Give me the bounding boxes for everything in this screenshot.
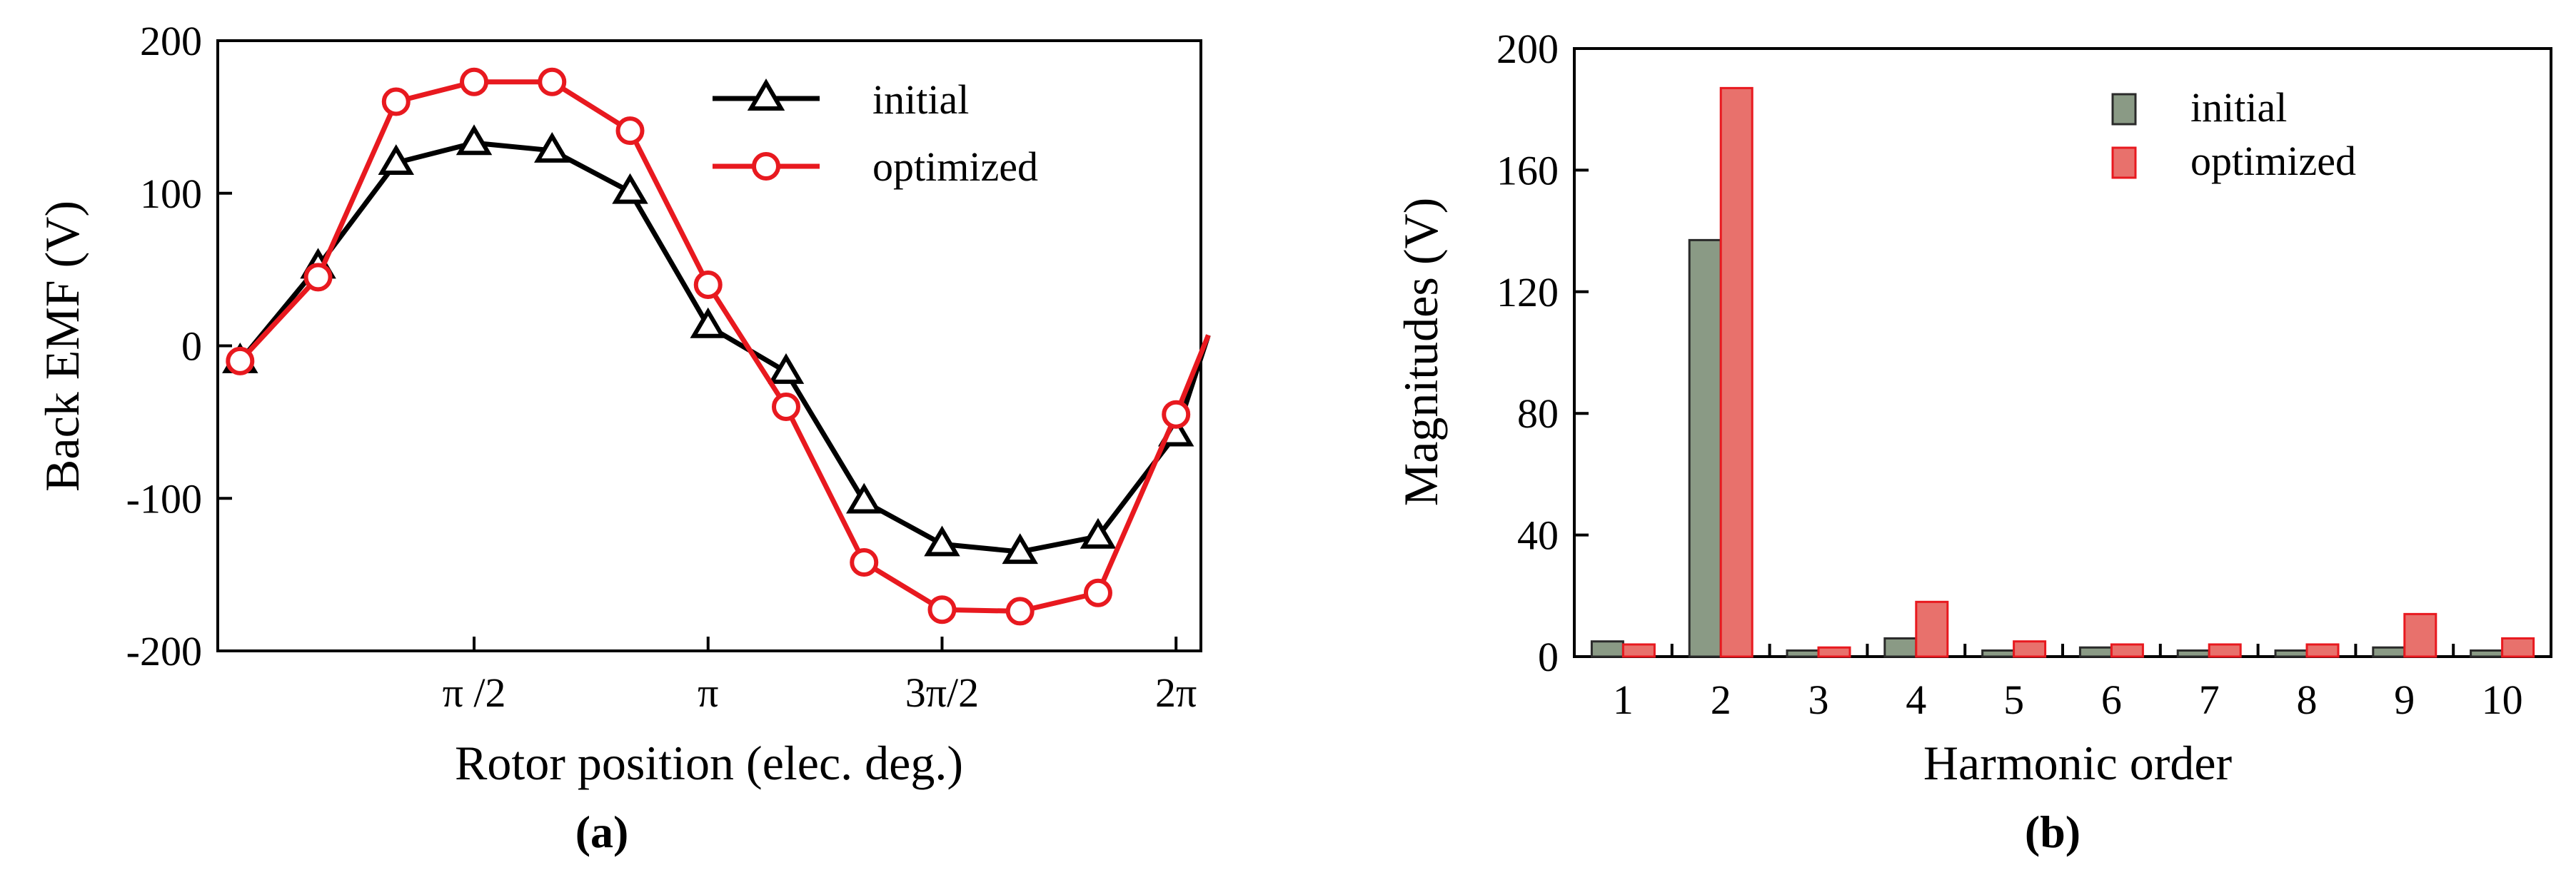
bar-initial-3 xyxy=(1786,649,1820,658)
bar-optimized-7 xyxy=(2208,643,2242,658)
bar-initial-6 xyxy=(2078,646,2113,658)
legend-initial-marker xyxy=(747,79,785,111)
y-tick-label: 200 xyxy=(140,18,202,64)
data-point-initial xyxy=(924,525,960,557)
legend-optimized-swatch xyxy=(2111,146,2137,179)
x-tick-label: 8 xyxy=(2297,677,2318,723)
panel-b-x-ticks: 1 2 3 4 5 6 7 8 9 10 xyxy=(1613,644,2523,723)
y-tick-label: 160 xyxy=(1496,147,1559,193)
panel-b-y-axis-label: Magnitudes (V) xyxy=(1394,198,1448,506)
bar-initial-4 xyxy=(1883,637,1918,658)
x-tick-label: π /2 xyxy=(443,669,506,716)
data-point-optimized xyxy=(1162,400,1191,429)
bar-optimized-8 xyxy=(2305,643,2340,658)
panel-b-label: (b) xyxy=(2025,806,2081,857)
legend-optimized-marker xyxy=(752,152,780,181)
x-tick-label: 2 xyxy=(1711,677,1731,723)
data-point-initial xyxy=(456,124,493,156)
legend-initial-label: initial xyxy=(2190,84,2287,131)
x-tick-label: 5 xyxy=(2003,677,2024,723)
y-tick-label: -200 xyxy=(126,628,202,674)
bar-initial-7 xyxy=(2176,649,2210,658)
panel-b-x-axis-label: Harmonic order xyxy=(1923,736,2233,790)
bar-initial-1 xyxy=(1590,640,1624,658)
panel-a-x-ticks: π /2 π 3π/2 2π xyxy=(443,637,1197,716)
data-point-optimized xyxy=(538,67,567,96)
x-tick-label: 4 xyxy=(1906,677,1926,723)
bar-optimized-3 xyxy=(1817,646,1851,658)
bar-optimized-10 xyxy=(2501,637,2535,658)
x-tick-label: 7 xyxy=(2199,677,2220,723)
data-point-optimized xyxy=(303,263,333,292)
panel-a-line-chart: -200 -100 0 100 200 π /2 π 3π/2 2π initial opti… xyxy=(35,18,1211,857)
legend-initial-label: initial xyxy=(872,76,969,123)
y-tick-label: 120 xyxy=(1496,269,1559,315)
bar-optimized-4 xyxy=(1915,600,1949,658)
data-point-optimized xyxy=(226,346,255,375)
bar-optimized-6 xyxy=(2110,643,2144,658)
y-tick-label: 0 xyxy=(181,323,202,370)
series-line-initial xyxy=(238,140,1211,555)
legend-optimized-label: optimized xyxy=(872,143,1038,190)
bar-initial-10 xyxy=(2470,649,2504,658)
data-point-optimized xyxy=(1083,578,1112,607)
bar-optimized-9 xyxy=(2403,612,2437,658)
legend-optimized-label: optimized xyxy=(2190,138,2356,184)
bar-optimized-1 xyxy=(1621,643,1656,658)
panel-b-bars xyxy=(1590,86,2535,658)
y-tick-label: 80 xyxy=(1517,390,1559,437)
panel-b-legend: initial optimized xyxy=(2111,84,2356,184)
data-point-optimized xyxy=(615,116,645,146)
data-point-optimized xyxy=(381,87,411,116)
bar-initial-5 xyxy=(1981,649,2016,658)
x-tick-label: 6 xyxy=(2101,677,2122,723)
data-point-initial xyxy=(378,144,415,175)
panel-b-bar-chart: 0 40 80 120 160 200 1 2 3 4 5 6 7 8 9 10 initial optim… xyxy=(1394,26,2552,857)
y-tick-label: 100 xyxy=(140,171,202,217)
data-point-initial xyxy=(1080,517,1117,549)
data-point-optimized xyxy=(771,393,800,421)
data-point-optimized xyxy=(850,548,879,577)
x-tick-label: 2π xyxy=(1155,669,1197,716)
x-tick-label: 10 xyxy=(2482,677,2523,723)
x-tick-label: 1 xyxy=(1613,677,1634,723)
x-tick-label: 3π/2 xyxy=(905,669,979,716)
bar-initial-8 xyxy=(2274,649,2308,658)
data-point-optimized xyxy=(693,270,723,299)
panel-a-series-lines xyxy=(222,67,1211,626)
panel-a-y-ticks: -200 -100 0 100 200 xyxy=(126,18,232,674)
data-point-optimized xyxy=(927,595,957,624)
bar-initial-2 xyxy=(1688,238,1722,658)
data-point-initial xyxy=(612,173,648,204)
panel-a-label: (a) xyxy=(575,806,629,857)
x-tick-label: 3 xyxy=(1808,677,1829,723)
data-point-optimized xyxy=(1005,597,1035,626)
series-line-optimized xyxy=(238,79,1211,614)
legend-initial-swatch xyxy=(2111,93,2137,126)
y-tick-label: 40 xyxy=(1517,512,1559,559)
panel-a-plot-frame xyxy=(216,39,1202,652)
x-tick-label: π xyxy=(698,669,718,716)
data-point-initial xyxy=(690,307,726,338)
y-tick-label: 0 xyxy=(1538,634,1559,680)
data-point-initial xyxy=(845,482,882,514)
x-tick-label: 9 xyxy=(2394,677,2415,723)
data-point-initial xyxy=(534,131,570,163)
data-point-initial xyxy=(1002,533,1038,565)
bar-optimized-5 xyxy=(2013,640,2047,658)
data-point-initial xyxy=(768,353,805,384)
bar-initial-9 xyxy=(2372,646,2406,658)
bar-optimized-2 xyxy=(1719,86,1754,658)
y-tick-label: -100 xyxy=(126,475,202,522)
data-point-optimized xyxy=(460,67,489,96)
y-tick-label: 200 xyxy=(1496,26,1559,72)
panel-a-x-axis-label: Rotor position (elec. deg.) xyxy=(455,736,963,790)
panel-a-y-axis-label: Back EMF (V) xyxy=(35,201,89,492)
panel-a-legend: initial optimized xyxy=(713,76,1038,190)
panel-b-y-ticks: 0 40 80 120 160 200 xyxy=(1496,26,1589,680)
